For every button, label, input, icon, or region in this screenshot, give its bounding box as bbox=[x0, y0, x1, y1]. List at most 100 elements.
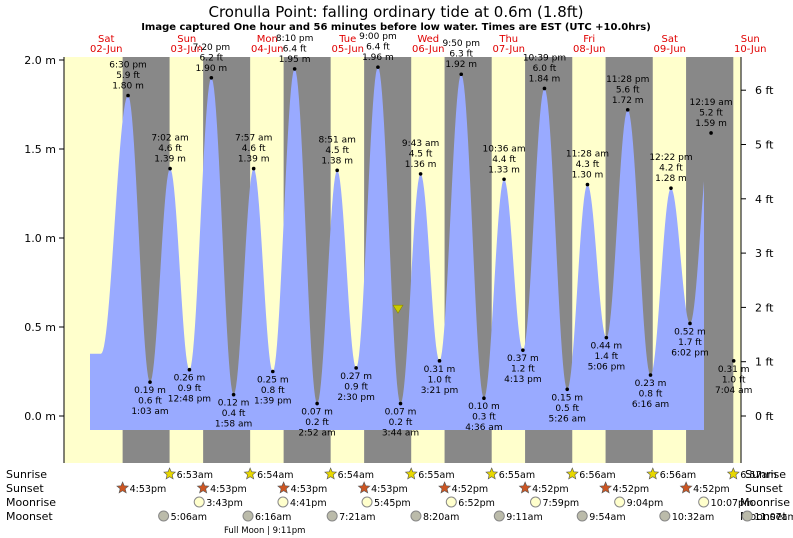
extreme-point bbox=[354, 366, 358, 370]
moonrise-icon bbox=[530, 496, 542, 508]
moonset-icon bbox=[326, 510, 338, 522]
day-label-date: 04-Jun bbox=[251, 44, 284, 55]
high-tide-label: 6.4 ft bbox=[283, 44, 307, 54]
extreme-point bbox=[731, 359, 736, 363]
high-tide-label: 10:39 pm bbox=[523, 53, 566, 63]
moonrise-time: 7:59pm bbox=[543, 498, 580, 509]
moonrise-time: 10:07pm bbox=[711, 498, 754, 509]
moonset-icon bbox=[741, 510, 753, 522]
low-tide-label: 0.10 m bbox=[468, 402, 500, 412]
extreme-point bbox=[648, 373, 653, 377]
right-tick-label: 6 ft bbox=[755, 84, 774, 97]
high-tide-label: 9:43 am bbox=[402, 139, 439, 149]
moonset-icon bbox=[493, 510, 505, 522]
low-tide-label: 2:52 am bbox=[298, 429, 335, 439]
left-tick-label: 2.0 m bbox=[24, 54, 56, 67]
sunrise-time: 6:56am bbox=[660, 470, 696, 481]
high-tide-label: 1.59 m bbox=[695, 119, 727, 129]
moonrise-row-label-right: Moonrise bbox=[740, 496, 790, 509]
left-tick-label: 1.0 m bbox=[24, 232, 56, 245]
sunrise-time: 6:56am bbox=[579, 470, 615, 481]
extreme-point bbox=[585, 182, 590, 187]
low-tide-label: 12:48 pm bbox=[168, 395, 211, 405]
extreme-point bbox=[168, 166, 172, 171]
sunrise-time: 6:54am bbox=[338, 470, 374, 481]
low-tide-label: 0.27 m bbox=[340, 372, 372, 382]
extreme-point bbox=[604, 335, 609, 340]
high-tide-label: 6.3 ft bbox=[449, 50, 473, 60]
low-tide-label: 0.8 ft bbox=[261, 386, 285, 396]
low-tide-label: 1:03 am bbox=[131, 407, 168, 417]
moonrise-icon bbox=[277, 496, 289, 508]
high-tide-label: 4.3 ft bbox=[576, 160, 600, 170]
left-tick-label: 1.5 m bbox=[24, 143, 56, 156]
low-tide-label: 3:21 pm bbox=[421, 386, 459, 396]
sunset-icon bbox=[116, 481, 130, 494]
extreme-point bbox=[459, 72, 464, 77]
high-tide-label: 5.9 ft bbox=[116, 71, 140, 81]
low-tide-label: 0.19 m bbox=[134, 386, 166, 396]
extreme-point bbox=[376, 65, 380, 69]
sunset-icon bbox=[518, 481, 532, 494]
high-tide-label: 9:50 pm bbox=[442, 39, 480, 49]
moonrise-time: 9:04pm bbox=[627, 498, 664, 509]
extreme-point bbox=[502, 177, 506, 182]
day-label-date: 09-Jun bbox=[653, 44, 686, 55]
sunset-icon bbox=[357, 481, 371, 494]
right-tick-label: 2 ft bbox=[755, 301, 774, 314]
low-tide-label: 0.3 ft bbox=[472, 413, 496, 423]
extreme-point bbox=[688, 321, 692, 326]
moonset-time: 8:20am bbox=[423, 512, 459, 523]
high-tide-label: 7:20 pm bbox=[193, 43, 231, 53]
extreme-point bbox=[709, 131, 713, 135]
sunrise-row-label-right: Sunrise bbox=[745, 468, 786, 481]
moonrise-time: 3:43pm bbox=[206, 498, 243, 509]
current-tide-triangle bbox=[392, 304, 404, 314]
moonset-time: 7:21am bbox=[339, 512, 375, 523]
moonset-time: 10:32am bbox=[672, 512, 714, 523]
high-tide-label: 11:28 am bbox=[566, 150, 609, 160]
low-tide-label: 0.2 ft bbox=[305, 418, 329, 428]
low-tide-label: 1.4 ft bbox=[594, 352, 618, 362]
moonrise-time: 4:41pm bbox=[290, 498, 327, 509]
sunset-time: 4:53pm bbox=[210, 484, 247, 495]
tide-extreme-labels: 6:30 pm5.9 ft1.80 m 0.19 m0.6 ft1:03 am 7:… bbox=[109, 32, 752, 438]
sunset-time: 4:53pm bbox=[291, 484, 328, 495]
high-tide-label: 6.4 ft bbox=[366, 43, 390, 53]
moonset-time: 11:07am bbox=[754, 512, 793, 523]
high-tide-label: 4.6 ft bbox=[242, 144, 266, 154]
extreme-point bbox=[669, 186, 673, 190]
low-tide-label: 0.2 ft bbox=[389, 418, 413, 428]
sunrise-icon bbox=[404, 467, 418, 480]
extreme-point bbox=[148, 380, 152, 384]
extreme-point bbox=[270, 369, 275, 374]
chart-subtitle: Image captured One hour and 56 minutes b… bbox=[141, 22, 651, 33]
day-labels: Sat02-JunSun03-JunMon04-JunTue05-JunWed0… bbox=[90, 34, 767, 55]
high-tide-label: 4.5 ft bbox=[409, 149, 433, 159]
day-label-date: 02-Jun bbox=[90, 44, 123, 55]
sunrise-icon bbox=[163, 467, 177, 480]
high-tide-label: 7:57 am bbox=[235, 134, 272, 144]
low-tide-label: 4:13 pm bbox=[504, 375, 542, 385]
day-label-date: 10-Jun bbox=[734, 44, 767, 55]
extreme-point bbox=[625, 108, 630, 112]
low-tide-label: 0.31 m bbox=[718, 365, 750, 375]
tide-water-area bbox=[90, 67, 704, 430]
moonset-icon bbox=[410, 510, 422, 522]
sunset-icon bbox=[196, 481, 210, 494]
moonrise-time: 5:45pm bbox=[374, 498, 411, 509]
sunset-icon bbox=[438, 481, 452, 494]
low-tide-label: 0.5 ft bbox=[555, 404, 579, 414]
current-tide-marker bbox=[392, 304, 404, 314]
sunset-time: 4:52pm bbox=[693, 484, 730, 495]
high-tide-label: 4.6 ft bbox=[158, 144, 182, 154]
moonset-row-label: Moonset bbox=[6, 510, 53, 523]
low-tide-label: 5:26 am bbox=[549, 414, 586, 424]
moonset-time: 5:06am bbox=[171, 512, 207, 523]
high-tide-label: 1.39 m bbox=[154, 155, 186, 165]
sunrise-icon bbox=[565, 467, 579, 480]
astronomy-table: Sunrise Sunset Moonrise Moonset Sunrise … bbox=[6, 467, 793, 536]
high-tide-label: 1.33 m bbox=[488, 165, 520, 175]
sunset-time: 4:52pm bbox=[613, 484, 650, 495]
left-tick-label: 0.0 m bbox=[24, 410, 56, 423]
